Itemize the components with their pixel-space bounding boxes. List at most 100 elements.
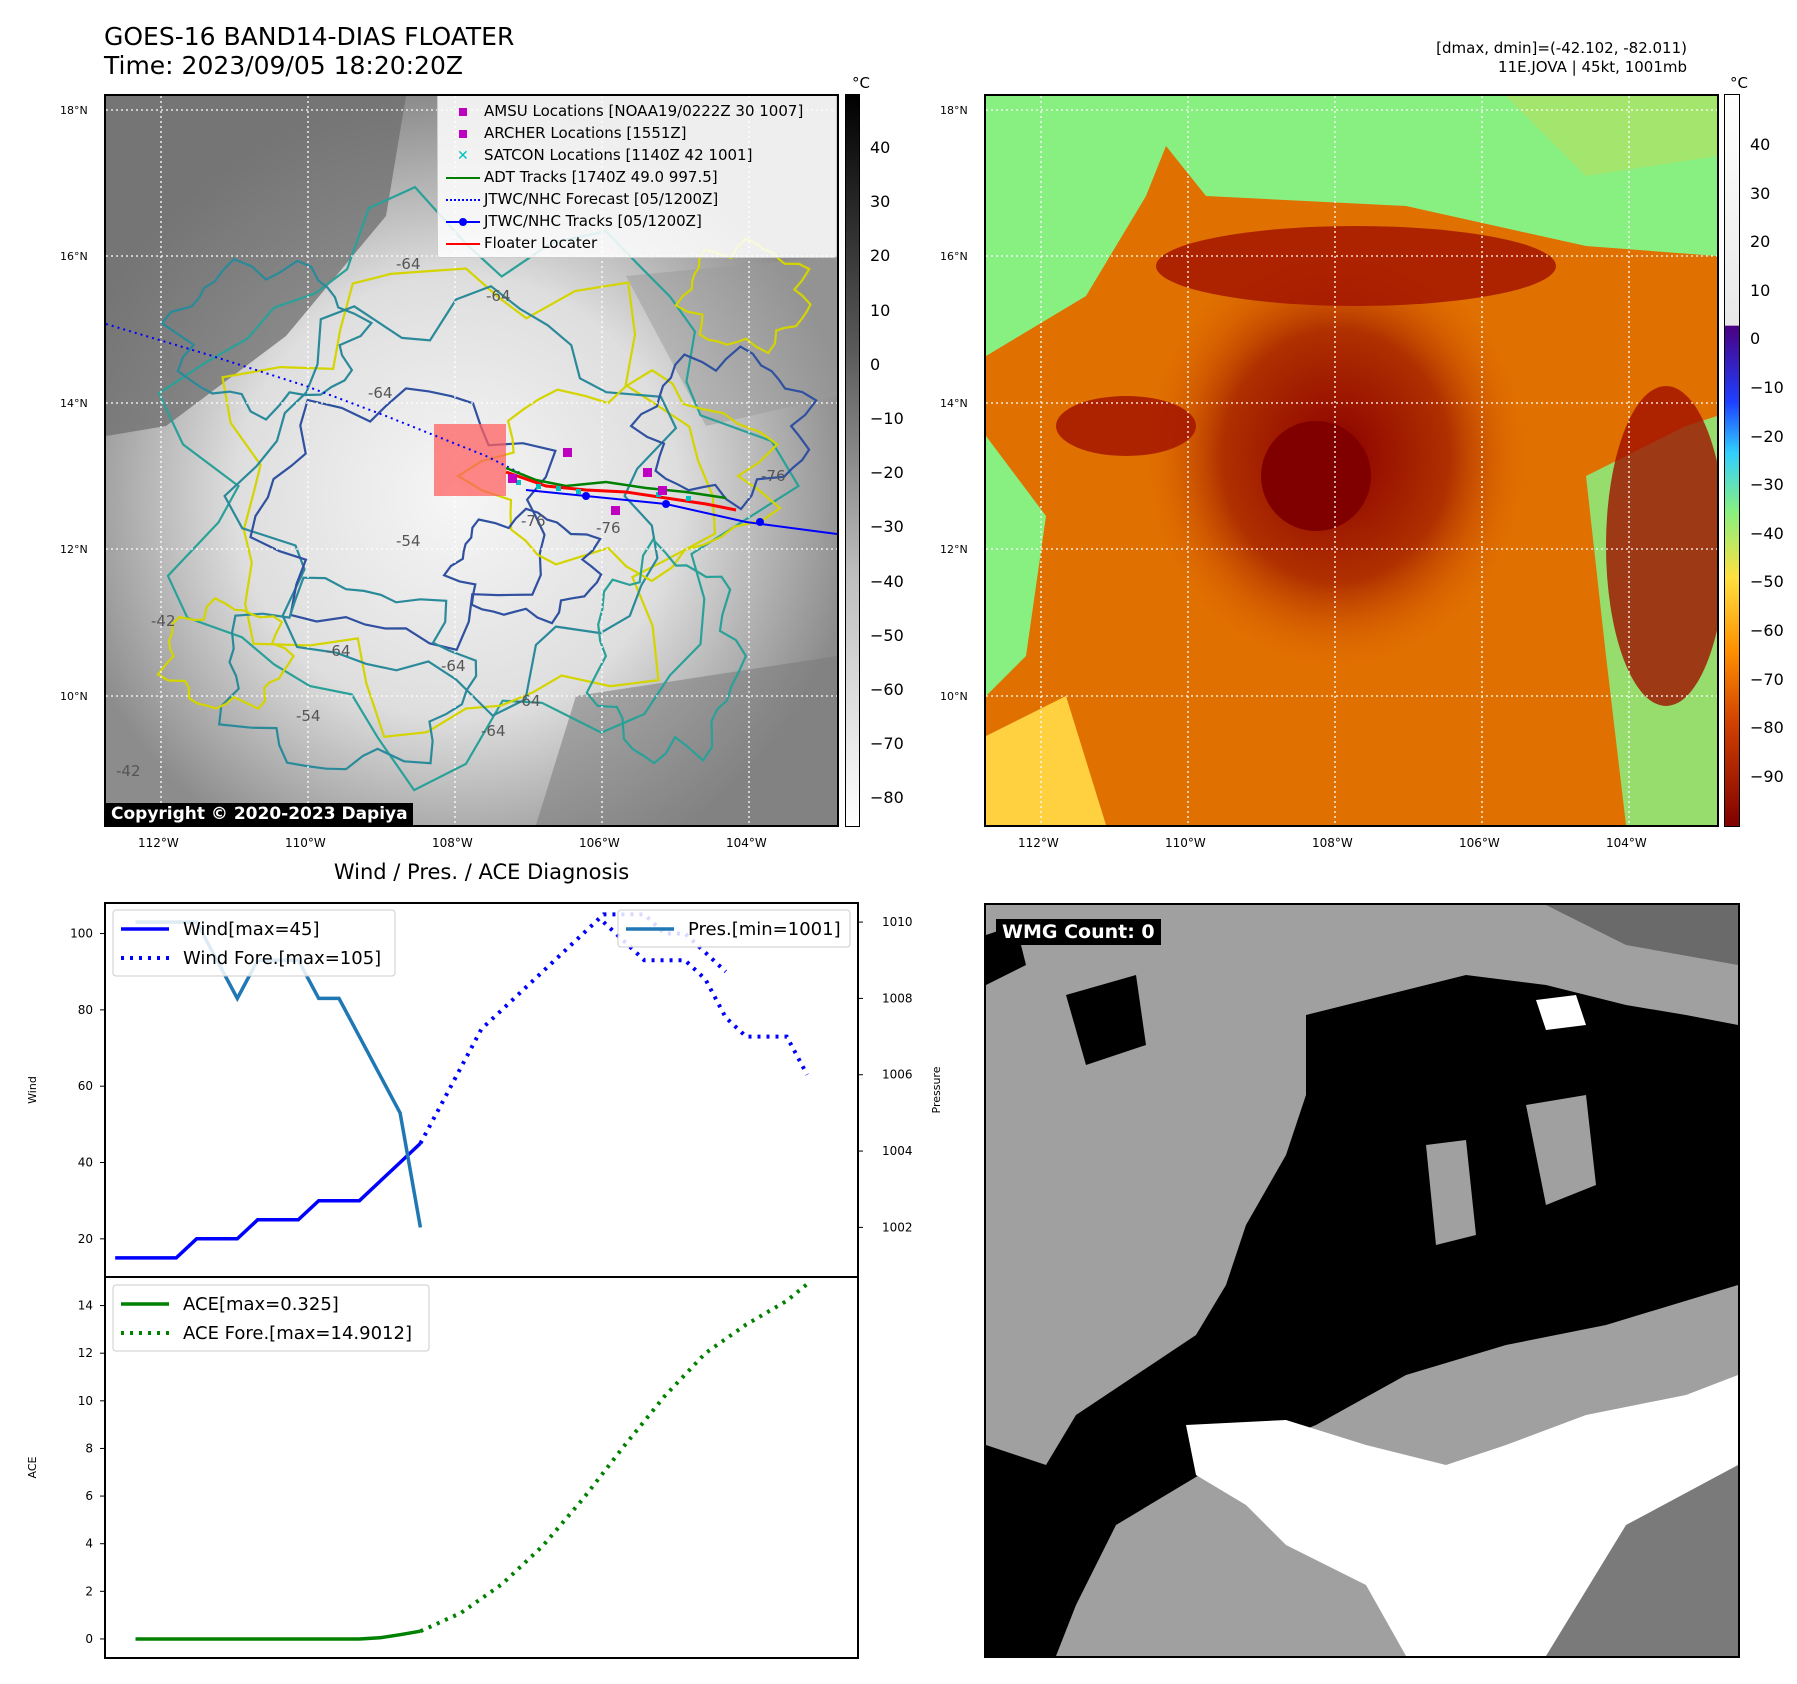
legend-label: ACE Fore.[max=14.9012] bbox=[183, 1323, 412, 1344]
ir-legend: AMSU Locations [NOAA19/0222Z 30 1007] AR… bbox=[437, 96, 837, 258]
y-tick-label: 20 bbox=[78, 1232, 93, 1246]
enh-lat-label: 12°N bbox=[940, 543, 968, 556]
enh-lon-label: 108°W bbox=[1312, 836, 1353, 850]
series-line-0 bbox=[135, 1629, 421, 1641]
enh-lon-label: 106°W bbox=[1459, 836, 1500, 850]
y-tick-label: 60 bbox=[78, 1079, 93, 1093]
enh-cold-band-west bbox=[1056, 396, 1196, 456]
legend-label: Wind[max=45] bbox=[183, 919, 320, 940]
enh-lon-label: 104°W bbox=[1606, 836, 1647, 850]
legend-label: ADT Tracks [1740Z 49.0 997.5] bbox=[484, 168, 718, 186]
colorbar-tick-label: −10 bbox=[1750, 378, 1784, 397]
colorbar-tick-label: −10 bbox=[870, 409, 904, 428]
wmg-white-patch bbox=[1536, 995, 1586, 1030]
diagnosis-chart-svg: 20406080100Wind10021004100610081010Press… bbox=[26, 902, 940, 1659]
enh-green-region-nw bbox=[986, 96, 1186, 356]
colorbar-tick-label: 0 bbox=[870, 354, 881, 374]
legend-entry-archer: ARCHER Locations [1551Z] bbox=[444, 123, 687, 143]
storm-info-text: 11E.JOVA | 45kt, 1001mb bbox=[1498, 58, 1687, 76]
contour-label: -54 bbox=[296, 707, 321, 725]
colorbar-tick-label: −60 bbox=[870, 680, 904, 699]
contour-label: -64 bbox=[368, 384, 393, 402]
legend-entry-floater: Floater Locater bbox=[444, 233, 597, 253]
wmg-gray-patch bbox=[1526, 1095, 1596, 1205]
legend-label: Floater Locater bbox=[484, 234, 598, 252]
colorbar-tick-label: −80 bbox=[1750, 718, 1784, 738]
contour-line bbox=[249, 387, 557, 652]
legend-label: JTWC/NHC Tracks [05/1200Z] bbox=[484, 212, 702, 230]
contour-label: -64 bbox=[441, 657, 466, 675]
contour-label: -64 bbox=[486, 287, 511, 305]
line-marker-icon bbox=[444, 234, 484, 254]
colorbar-tick-label: −20 bbox=[1750, 426, 1784, 446]
contour-label: -64 bbox=[396, 255, 421, 273]
colorbar-tick-label: −70 bbox=[1750, 669, 1784, 689]
dotted-line-icon bbox=[444, 190, 484, 210]
colorbar-tick-label: −30 bbox=[870, 517, 904, 537]
legend-label: SATCON Locations [1140Z 42 1001] bbox=[484, 146, 753, 164]
contour-label: -64 bbox=[516, 692, 541, 710]
contour-line bbox=[442, 507, 603, 625]
contour-label: -64 bbox=[481, 722, 506, 740]
ir-lon-label: 106°W bbox=[579, 836, 620, 850]
chart-legend: Wind[max=45] Wind Fore.[max=105] bbox=[112, 909, 396, 977]
colorbar-tick-label: −70 bbox=[870, 734, 904, 754]
ir-lon-label: 104°W bbox=[726, 836, 767, 850]
y-tick-label: 10 bbox=[78, 1394, 93, 1408]
contour-label: -76 bbox=[761, 467, 786, 485]
wmg-gray-patch bbox=[1426, 1140, 1476, 1245]
y-axis-label: Wind bbox=[26, 1076, 39, 1104]
ir-lat-label: 10°N bbox=[60, 690, 88, 703]
enh-cold-band bbox=[1156, 226, 1556, 306]
y-tick-label-right: 1008 bbox=[882, 991, 913, 1005]
colorbar-tick-label: 30 bbox=[870, 192, 891, 212]
wmg-darkgray-region bbox=[1546, 1465, 1738, 1656]
wmg-svg bbox=[986, 905, 1738, 1656]
y-tick-label: 0 bbox=[85, 1632, 93, 1646]
enh-lat-label: 18°N bbox=[940, 104, 968, 117]
legend-entry-amsu: AMSU Locations [NOAA19/0222Z 30 1007] bbox=[444, 101, 803, 121]
legend-entry-forecast: JTWC/NHC Forecast [05/1200Z] bbox=[444, 189, 718, 209]
wmg-count-label: WMG Count: 0 bbox=[996, 919, 1161, 945]
enh-lon-label: 110°W bbox=[1165, 836, 1206, 850]
line-dot-icon bbox=[444, 212, 484, 232]
y-tick-label-right: 1004 bbox=[882, 1144, 913, 1158]
series-line-0 bbox=[115, 1142, 422, 1260]
ir-colorbar bbox=[845, 94, 860, 827]
y-tick-label-right: 1006 bbox=[882, 1068, 913, 1082]
ir-lat-label: 14°N bbox=[60, 397, 88, 410]
enhanced-map-panel bbox=[984, 94, 1719, 827]
wmg-panel: WMG Count: 0 bbox=[984, 903, 1740, 1658]
legend-entry-satcon: ✕ SATCON Locations [1140Z 42 1001] bbox=[444, 145, 752, 165]
colorbar-tick-label: −80 bbox=[870, 788, 904, 808]
chart-legend: ACE[max=0.325] ACE Fore.[max=14.9012] bbox=[112, 1284, 430, 1352]
diagnosis-title: Wind / Pres. / ACE Diagnosis bbox=[333, 860, 630, 884]
y-tick-label: 40 bbox=[78, 1156, 93, 1170]
contour-label: -64 bbox=[326, 642, 351, 660]
colorbar-tick-label: 40 bbox=[870, 138, 891, 157]
enh-eye-region bbox=[1261, 421, 1371, 531]
y-tick-label: 8 bbox=[85, 1441, 93, 1455]
y-tick-label-right: 1002 bbox=[882, 1220, 913, 1234]
jtwc-track-point bbox=[662, 500, 670, 508]
enh-yellow-region-ne bbox=[1506, 96, 1717, 176]
y-tick-label: 12 bbox=[78, 1346, 93, 1360]
y-tick-label: 80 bbox=[78, 1003, 93, 1017]
chart-legend: Pres.[min=1001] bbox=[617, 909, 851, 948]
y-tick-label: 4 bbox=[85, 1537, 93, 1551]
ir-lon-label: 108°W bbox=[432, 836, 473, 850]
enh-lat-label: 16°N bbox=[940, 250, 968, 263]
jtwc-track-point bbox=[756, 518, 764, 526]
contour-label: -54 bbox=[396, 532, 421, 550]
ir-dark-region-se bbox=[536, 656, 837, 825]
colorbar-tick-label: −90 bbox=[1750, 766, 1784, 786]
ir-dark-region-nw bbox=[106, 96, 406, 436]
series-line-1 bbox=[418, 912, 728, 1145]
enh-gridlines bbox=[986, 96, 1717, 825]
chart-time: Time: 2023/09/05 18:20:20Z bbox=[104, 51, 463, 80]
contour-line bbox=[221, 267, 717, 738]
ir-contour-labels: -64 -64 -64 -76 -76 -54 -64 -64 -54 -64 -42 -64 -76 -… bbox=[116, 255, 786, 780]
colorbar-tick-label: 20 bbox=[870, 246, 891, 266]
enh-lat-label: 14°N bbox=[940, 397, 968, 410]
colorbar-tick-label: −50 bbox=[1750, 572, 1784, 592]
